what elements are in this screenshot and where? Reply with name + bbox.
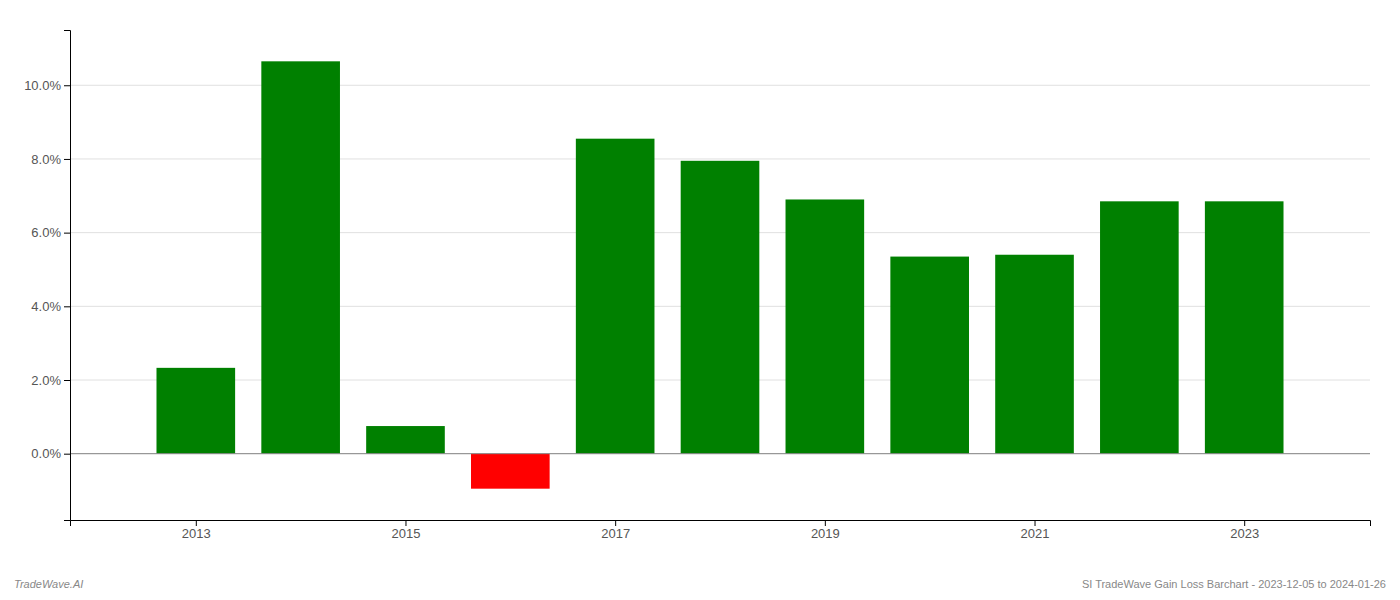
footer-right: SI TradeWave Gain Loss Barchart - 2023-1… bbox=[1082, 578, 1386, 590]
y-tick-mark bbox=[64, 159, 70, 160]
y-tick: 0.0% bbox=[31, 446, 70, 461]
x-tick: 2013 bbox=[182, 520, 211, 541]
x-tick-label: 2021 bbox=[1021, 526, 1050, 541]
bar bbox=[471, 454, 550, 489]
y-tick-mark bbox=[64, 233, 70, 234]
x-tick-mark bbox=[196, 520, 197, 526]
x-tick: 2015 bbox=[392, 520, 421, 541]
bar bbox=[576, 139, 655, 454]
bars bbox=[156, 61, 1283, 488]
bar bbox=[1100, 201, 1179, 453]
y-tick-label: 4.0% bbox=[31, 299, 61, 314]
y-tick-label: 10.0% bbox=[24, 78, 61, 93]
y-tick-label: 8.0% bbox=[31, 152, 61, 167]
bar bbox=[261, 61, 340, 453]
footer-left: TradeWave.AI bbox=[14, 578, 83, 590]
y-tick-mark bbox=[64, 380, 70, 381]
bar bbox=[890, 257, 969, 454]
y-tick: 8.0% bbox=[31, 152, 70, 167]
y-tick-label: 6.0% bbox=[31, 225, 61, 240]
x-tick-label: 2023 bbox=[1230, 526, 1259, 541]
bar bbox=[366, 426, 445, 454]
x-tick-mark bbox=[1244, 520, 1245, 526]
x-axis: 2013 2015 2017 2019 2021 2023 bbox=[71, 520, 1371, 541]
x-tick: 2017 bbox=[601, 520, 630, 541]
bar bbox=[681, 161, 760, 454]
grid-line bbox=[70, 453, 1370, 454]
x-tick: 2021 bbox=[1021, 520, 1050, 541]
bar bbox=[995, 255, 1074, 454]
x-tick-label: 2019 bbox=[811, 526, 840, 541]
x-tick-mark bbox=[405, 520, 406, 526]
y-axis: 0.0% 2.0% 4.0% 6.0% 8.0% 10.0% bbox=[24, 31, 70, 521]
chart-container: 2013 2015 2017 2019 2021 2023 0.0% 2.0% 4.0% 6.0%… bbox=[0, 0, 1400, 600]
y-tick: 4.0% bbox=[31, 299, 70, 314]
bar bbox=[1205, 201, 1284, 453]
y-tick-label: 2.0% bbox=[31, 373, 61, 388]
x-tick-label: 2015 bbox=[392, 526, 421, 541]
zero-line bbox=[70, 453, 1370, 454]
y-tick: 2.0% bbox=[31, 373, 70, 388]
bar bbox=[156, 368, 235, 454]
y-tick-mark bbox=[64, 306, 70, 307]
x-tick: 2019 bbox=[811, 520, 840, 541]
plot: 2013 2015 2017 2019 2021 2023 0.0% 2.0% 4.0% 6.0%… bbox=[24, 31, 1370, 542]
x-tick-mark bbox=[825, 520, 826, 526]
y-tick-label: 0.0% bbox=[31, 446, 61, 461]
chart: 2013 2015 2017 2019 2021 2023 0.0% 2.0% 4.0% 6.0%… bbox=[0, 0, 1400, 600]
y-axis-line bbox=[64, 31, 71, 521]
x-tick-label: 2013 bbox=[182, 526, 211, 541]
x-tick: 2023 bbox=[1230, 520, 1259, 541]
y-tick-mark bbox=[64, 454, 70, 455]
x-tick-label: 2017 bbox=[601, 526, 630, 541]
y-tick: 6.0% bbox=[31, 225, 70, 240]
x-tick-mark bbox=[1035, 520, 1036, 526]
y-tick-mark bbox=[64, 85, 70, 86]
x-tick-mark bbox=[615, 520, 616, 526]
bar bbox=[786, 199, 865, 453]
y-tick: 10.0% bbox=[24, 78, 70, 93]
x-axis-line bbox=[71, 521, 1371, 527]
